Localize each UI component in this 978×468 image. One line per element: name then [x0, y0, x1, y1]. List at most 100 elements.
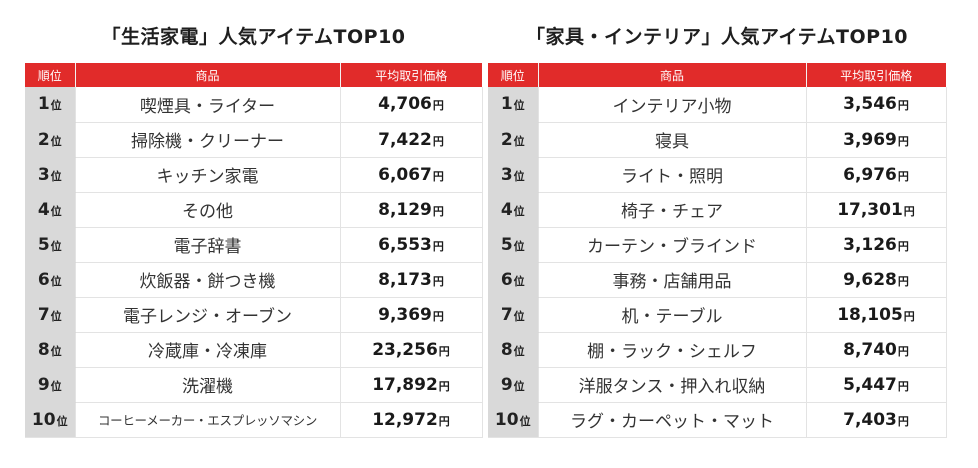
price-cell: 3,546円	[806, 87, 947, 123]
rank-cell: 3位	[25, 157, 76, 193]
yen-unit: 円	[897, 134, 909, 148]
item-cell: カーテン・ブラインド	[538, 227, 807, 263]
yen-unit: 円	[432, 309, 444, 323]
table-row: 3位 ライト・照明 6,976円	[488, 157, 947, 193]
price-value: 3,969	[843, 129, 897, 150]
appliances-ranking-title: 「生活家電」人気アイテムTOP10	[101, 26, 406, 48]
rank-unit: 位	[513, 204, 525, 218]
rank-unit: 位	[50, 344, 62, 358]
rank-number: 4	[37, 199, 50, 220]
price-value: 3,126	[843, 234, 897, 255]
rank-unit: 位	[50, 239, 62, 253]
yen-unit: 円	[432, 169, 444, 183]
item-cell: 寝具	[538, 122, 807, 158]
price-cell: 7,422円	[340, 122, 483, 158]
rank-number: 9	[37, 374, 50, 395]
price-value: 6,067	[378, 164, 432, 185]
price-value: 3,546	[843, 94, 897, 115]
rank-unit: 位	[513, 239, 525, 253]
yen-unit: 円	[432, 99, 444, 113]
rank-cell: 2位	[25, 122, 76, 158]
rank-cell: 8位	[488, 332, 539, 368]
yen-unit: 円	[897, 239, 909, 253]
item-cell: 炊飯器・餅つき機	[75, 262, 341, 298]
price-value: 5,447	[843, 374, 897, 395]
rank-cell: 2位	[488, 122, 539, 158]
price-value: 12,972	[372, 409, 438, 430]
price-cell: 12,972円	[340, 402, 483, 438]
rank-cell: 6位	[25, 262, 76, 298]
item-column-header: 商品	[75, 63, 341, 87]
rank-unit: 位	[519, 414, 531, 428]
yen-unit: 円	[897, 414, 909, 428]
price-value: 8,173	[378, 269, 432, 290]
price-value: 4,706	[378, 94, 432, 115]
table-row: 6位 事務・店舗用品 9,628円	[488, 262, 947, 298]
item-cell: キッチン家電	[75, 157, 341, 193]
item-cell: 洋服タンス・押入れ収納	[538, 367, 807, 403]
price-value: 9,369	[378, 304, 432, 325]
table-row: 10位 コーヒーメーカー・エスプレッソマシン 12,972円	[25, 402, 483, 438]
rank-unit: 位	[513, 134, 525, 148]
price-cell: 17,892円	[340, 367, 483, 403]
price-value: 7,403	[843, 409, 897, 430]
price-cell: 8,740円	[806, 332, 947, 368]
rank-cell: 6位	[488, 262, 539, 298]
rank-unit: 位	[50, 134, 62, 148]
table-row: 9位 洋服タンス・押入れ収納 5,447円	[488, 367, 947, 403]
yen-unit: 円	[438, 344, 450, 358]
price-value: 8,740	[843, 339, 897, 360]
rank-number: 7	[37, 304, 50, 325]
price-value: 6,553	[378, 234, 432, 255]
rank-number: 8	[37, 339, 50, 360]
yen-unit: 円	[432, 204, 444, 218]
price-cell: 6,976円	[806, 157, 947, 193]
furniture-ranking-table: 順位 商品 平均取引価格 1位 インテリア小物 3,546円 2位 寝具 3,969円 3位…	[488, 63, 947, 438]
item-cell: 机・テーブル	[538, 297, 807, 333]
yen-unit: 円	[432, 134, 444, 148]
yen-unit: 円	[897, 169, 909, 183]
table-row: 8位 冷蔵庫・冷凍庫 23,256円	[25, 332, 483, 368]
table-header-row: 順位 商品 平均取引価格	[488, 63, 946, 87]
rank-unit: 位	[513, 379, 525, 393]
price-value: 17,892	[372, 374, 438, 395]
table-row: 1位 インテリア小物 3,546円	[488, 87, 947, 123]
item-cell: 電子辞書	[75, 227, 341, 263]
item-cell: 洗濯機	[75, 367, 341, 403]
rank-number: 1	[500, 94, 513, 115]
yen-unit: 円	[432, 239, 444, 253]
table-row: 10位 ラグ・カーペット・マット 7,403円	[488, 402, 947, 438]
price-column-header: 平均取引価格	[806, 63, 946, 87]
rank-number: 6	[500, 269, 513, 290]
item-cell: 掃除機・クリーナー	[75, 122, 341, 158]
rank-cell: 9位	[488, 367, 539, 403]
price-value: 6,976	[843, 164, 897, 185]
rank-cell: 1位	[25, 87, 76, 123]
price-cell: 6,553円	[340, 227, 483, 263]
price-column-header: 平均取引価格	[340, 63, 482, 87]
rank-number: 2	[500, 129, 513, 150]
rank-number: 10	[494, 409, 519, 430]
table-row: 6位 炊飯器・餅つき機 8,173円	[25, 262, 483, 298]
item-cell: 電子レンジ・オーブン	[75, 297, 341, 333]
rank-unit: 位	[50, 379, 62, 393]
rank-number: 4	[500, 199, 513, 220]
table-row: 5位 カーテン・ブラインド 3,126円	[488, 227, 947, 263]
rank-cell: 9位	[25, 367, 76, 403]
rank-unit: 位	[513, 344, 525, 358]
price-value: 7,422	[378, 129, 432, 150]
item-cell: 冷蔵庫・冷凍庫	[75, 332, 341, 368]
rank-number: 5	[37, 234, 50, 255]
price-cell: 17,301円	[806, 192, 947, 228]
rank-cell: 10位	[25, 402, 76, 438]
table-row: 1位 喫煙具・ライター 4,706円	[25, 87, 483, 123]
rank-unit: 位	[50, 99, 62, 113]
price-cell: 5,447円	[806, 367, 947, 403]
price-cell: 7,403円	[806, 402, 947, 438]
price-cell: 3,969円	[806, 122, 947, 158]
rank-number: 8	[500, 339, 513, 360]
rank-unit: 位	[50, 169, 62, 183]
rank-cell: 8位	[25, 332, 76, 368]
yen-unit: 円	[903, 309, 915, 323]
rank-cell: 5位	[488, 227, 539, 263]
